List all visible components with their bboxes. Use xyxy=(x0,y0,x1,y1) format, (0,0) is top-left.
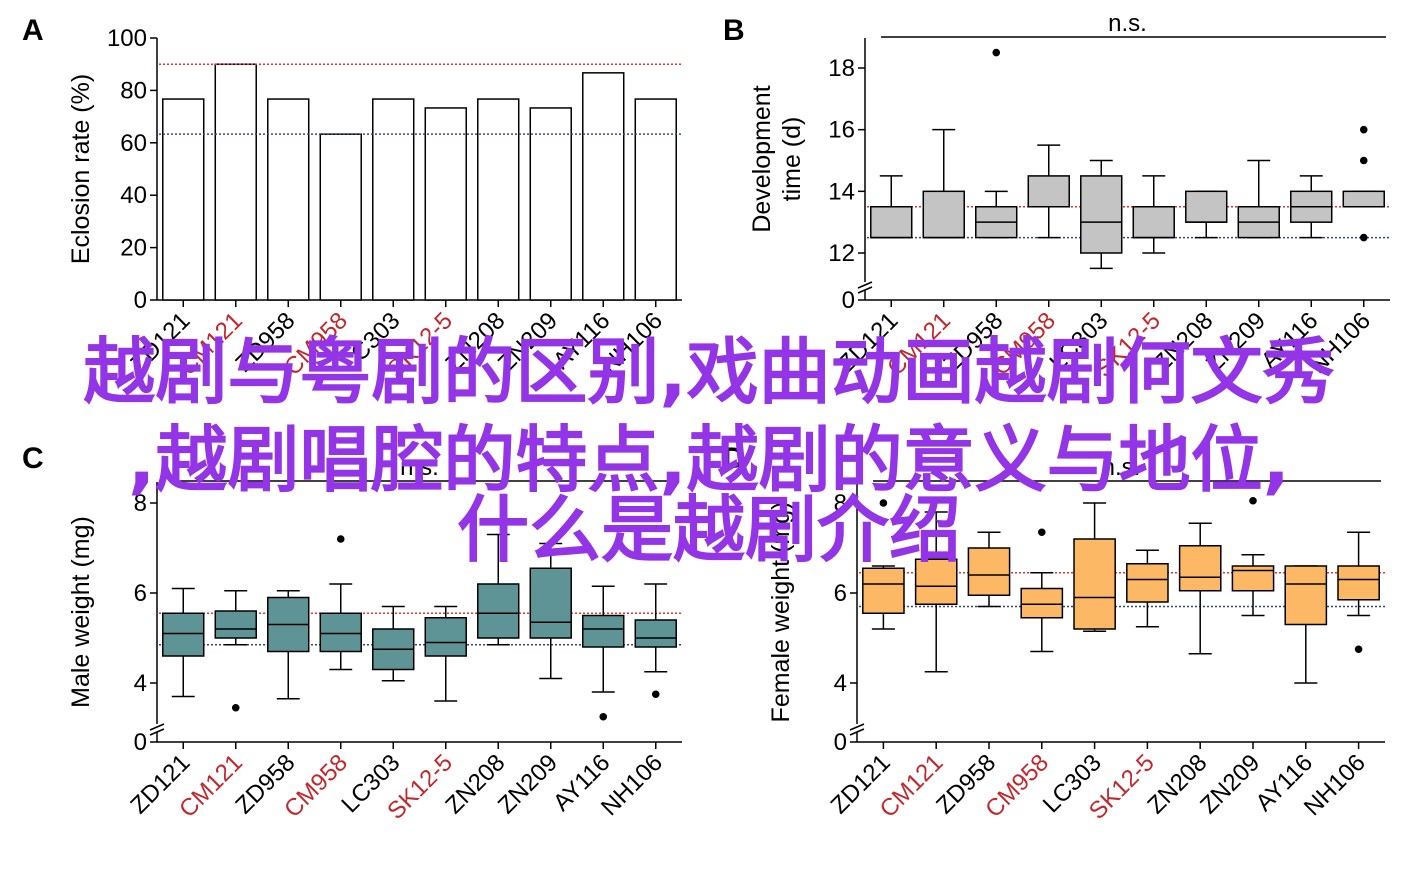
outlier-point-CM121 xyxy=(231,703,240,712)
panel-letter-B: B xyxy=(723,14,745,47)
y-axis-label-A: Eclosion rate (%) xyxy=(67,74,95,264)
significance-label-B: n.s. xyxy=(1108,10,1147,37)
box-CM121 xyxy=(214,610,257,639)
box-CM958 xyxy=(1027,175,1070,208)
y-tick-label-D: 4 xyxy=(834,670,847,697)
x-tick-label-C: ZN208 xyxy=(440,749,510,819)
box-ZD121 xyxy=(870,206,913,239)
y-tick-label-B: 12 xyxy=(828,240,855,267)
overlay-title-line-2: ,越剧唱腔的特点,越剧的意义与地位, xyxy=(127,418,1291,502)
y-tick-label-A: 40 xyxy=(120,182,147,209)
box-NH106 xyxy=(1342,190,1385,208)
panel-letter-A: A xyxy=(22,14,44,47)
outlier-point-NH106 xyxy=(1359,125,1368,134)
y-tick-label-C: 0 xyxy=(134,729,147,756)
y-tick-label-A: 80 xyxy=(120,77,147,104)
box-ZN208 xyxy=(1178,545,1222,592)
box-ZN208 xyxy=(477,583,520,639)
significance-label-C: n.s. xyxy=(400,454,439,481)
y-tick-label-A: 20 xyxy=(120,235,147,262)
bar-CM121 xyxy=(214,63,257,301)
bar-SK12-5 xyxy=(424,107,467,301)
axis-break-mark-B xyxy=(857,281,873,294)
y-tick-label-C: 8 xyxy=(134,490,147,517)
outlier-point-CM958 xyxy=(1038,528,1046,537)
y-tick-label-A: 100 xyxy=(107,25,147,52)
y-tick-label-A: 0 xyxy=(134,287,147,314)
box-CM958 xyxy=(319,612,362,653)
box-CM958 xyxy=(1020,587,1064,619)
bar-ZD121 xyxy=(162,98,205,301)
axis-break-mark-D xyxy=(849,723,865,736)
outlier-point-CM958 xyxy=(336,535,345,543)
box-ZN209 xyxy=(529,567,572,639)
box-LC303 xyxy=(1073,538,1116,630)
y-axis-label-B: Development xyxy=(748,85,776,232)
bar-NH106 xyxy=(634,98,677,301)
bar-LC303 xyxy=(372,98,415,301)
outlier-point-NH106 xyxy=(651,690,660,699)
y-tick-label-B: 16 xyxy=(828,117,855,144)
y-tick-label-C: 6 xyxy=(134,580,147,607)
box-SK12-5 xyxy=(1126,563,1169,603)
panel-letter-C: C xyxy=(22,442,44,475)
y-tick-label-C: 4 xyxy=(134,670,147,697)
box-ZD121 xyxy=(862,567,905,614)
box-NH106 xyxy=(1337,565,1380,601)
box-AY116 xyxy=(1284,565,1328,626)
box-ZD121 xyxy=(162,612,205,657)
y-axis-label-B: time (d) xyxy=(778,117,806,202)
box-CM121 xyxy=(922,190,965,239)
box-SK12-5 xyxy=(424,617,467,657)
bar-ZN208 xyxy=(477,98,520,301)
y-tick-label-B: 18 xyxy=(828,55,855,82)
outlier-point-ZD958 xyxy=(992,48,1001,57)
outlier-point-NH106 xyxy=(1354,645,1363,654)
outlier-point-ZD121 xyxy=(879,499,888,507)
y-tick-label-B: 0 xyxy=(842,287,855,314)
y-axis-label-D: Female weight (mg) xyxy=(767,502,795,723)
bar-ZN209 xyxy=(529,107,572,301)
overlay-title-line-3: 什么是越剧介绍 xyxy=(456,488,961,572)
box-ZD958 xyxy=(967,547,1011,596)
overlay-title-line-1: 越剧与粤剧的区别,戏曲动画越剧何文秀 xyxy=(83,330,1335,414)
outlier-point-ZN209 xyxy=(1249,496,1257,505)
y-tick-label-D: 8 xyxy=(834,490,847,517)
box-SK12-5 xyxy=(1132,206,1175,239)
outlier-point-AY116 xyxy=(599,712,608,721)
significance-label-D: n.s. xyxy=(1102,454,1141,481)
bar-ZD958 xyxy=(267,98,310,301)
outlier-point-NH106 xyxy=(1359,156,1368,165)
bar-AY116 xyxy=(582,72,625,301)
y-tick-label-D: 0 xyxy=(834,729,847,756)
box-LC303 xyxy=(1080,175,1123,254)
box-NH106 xyxy=(634,619,677,648)
bar-CM958 xyxy=(319,133,362,301)
x-tick-label-D: ZN209 xyxy=(1195,749,1265,819)
box-CM121 xyxy=(914,558,958,605)
y-tick-label-A: 60 xyxy=(120,130,147,157)
y-axis-label-C: Male weight (mg) xyxy=(67,516,95,708)
outlier-point-NH106 xyxy=(1359,233,1368,242)
axis-break-mark-C xyxy=(149,723,165,736)
y-tick-label-B: 14 xyxy=(828,178,855,205)
box-ZN208 xyxy=(1185,190,1228,223)
x-tick-label-C: ZN209 xyxy=(493,749,563,819)
box-AY116 xyxy=(582,614,625,648)
panel-letter-D: D xyxy=(723,442,745,475)
x-tick-label-D: ZN208 xyxy=(1142,749,1212,819)
y-tick-label-D: 6 xyxy=(834,580,847,607)
